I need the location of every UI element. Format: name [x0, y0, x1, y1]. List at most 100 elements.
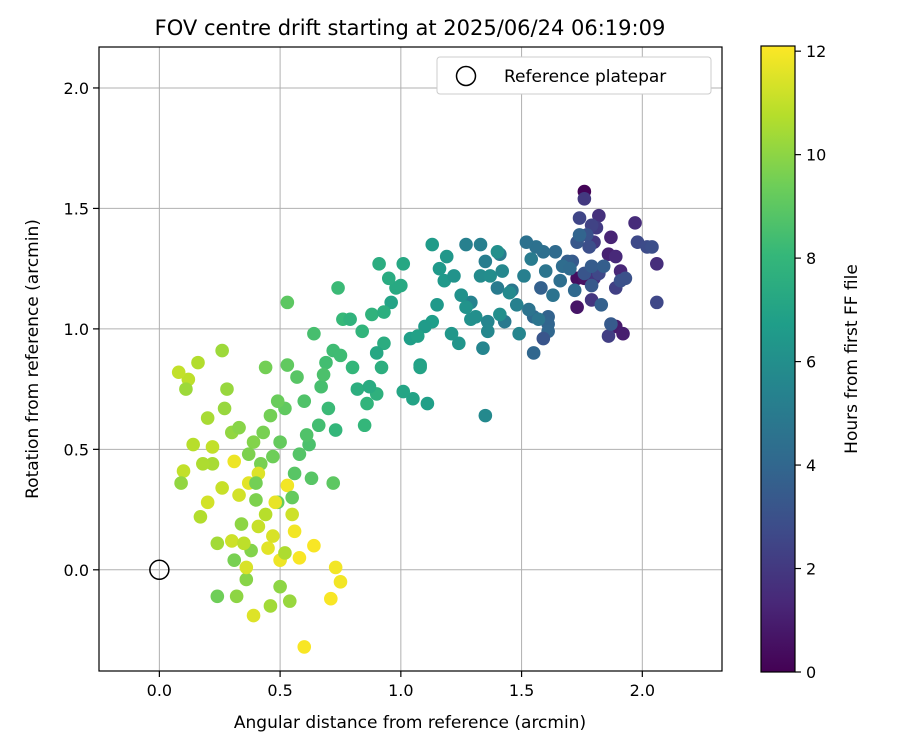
data-point: [174, 476, 188, 490]
data-point: [280, 358, 295, 372]
data-point: [304, 471, 319, 486]
colorbar-tick-label: 8: [806, 249, 816, 268]
y-axis-ticks: 0.0 0.5 1.0 1.5 2.0: [64, 79, 99, 580]
data-point: [480, 324, 495, 339]
data-point: [594, 297, 609, 312]
data-point: [307, 326, 321, 341]
data-point: [241, 447, 256, 461]
data-point: [538, 264, 553, 278]
data-point: [439, 249, 454, 264]
data-point: [246, 608, 261, 623]
reference-platepar-marker: [149, 559, 170, 581]
data-point: [319, 355, 333, 370]
data-point: [553, 273, 568, 288]
data-point: [297, 394, 312, 408]
data-point: [432, 261, 447, 276]
data-point: [493, 307, 507, 322]
data-point: [476, 341, 490, 355]
colorbar-tick-label: 2: [806, 560, 816, 579]
x-tick-label: 2.0: [630, 681, 655, 700]
data-point: [425, 237, 440, 252]
colorbar-label: Hours from first FF file: [842, 264, 862, 454]
data-point: [324, 591, 338, 606]
x-tick-label: 1.5: [509, 681, 534, 700]
data-point: [200, 411, 215, 425]
data-point: [331, 281, 345, 295]
data-point: [251, 519, 266, 534]
data-point: [171, 365, 186, 380]
data-point: [592, 208, 606, 223]
data-point: [374, 360, 389, 375]
data-point: [321, 401, 336, 416]
data-point: [263, 599, 278, 613]
data-point: [266, 449, 280, 464]
data-point: [220, 382, 234, 396]
data-point: [377, 305, 391, 319]
data-point: [261, 541, 275, 555]
y-tick-label: 1.0: [64, 320, 89, 339]
x-tick-label: 0.5: [267, 681, 292, 700]
data-point: [502, 285, 517, 300]
data-point: [517, 269, 531, 283]
data-point: [369, 346, 384, 360]
colorbar-gradient: [760, 45, 796, 673]
y-tick-label: 0.5: [64, 440, 89, 459]
data-point: [381, 271, 396, 286]
colorbar: 0 2 4 6 8 10 12 Hours from first FF file: [760, 42, 862, 682]
data-point: [237, 536, 251, 551]
data-point: [430, 297, 444, 312]
data-point: [299, 428, 314, 442]
data-point: [546, 288, 560, 302]
legend-box: [436, 56, 712, 95]
data-point: [483, 269, 497, 283]
data-point: [584, 278, 599, 293]
data-point: [459, 237, 473, 252]
data-point: [196, 457, 210, 471]
data-point: [215, 481, 229, 495]
data-point: [307, 538, 321, 553]
data-point: [473, 269, 488, 283]
data-point: [210, 589, 225, 604]
data-point: [582, 240, 596, 254]
data-point: [333, 348, 348, 363]
data-point: [215, 343, 229, 358]
data-point: [328, 423, 343, 437]
data-point: [268, 495, 283, 510]
data-point: [645, 240, 659, 254]
plot-area: 0.0 0.5 1.0 1.5 2.0 0.0 0.5 1.0 1.5 2.0: [64, 46, 723, 700]
data-point: [285, 507, 299, 522]
data-point: [234, 517, 249, 531]
colorbar-tick-label: 4: [806, 456, 816, 475]
data-point: [495, 264, 510, 278]
data-point: [570, 300, 584, 315]
data-point: [468, 310, 483, 324]
data-point: [459, 300, 473, 315]
legend-open-circle-icon: [455, 65, 477, 87]
data-point: [524, 252, 539, 266]
data-point: [420, 396, 435, 411]
data-point: [217, 401, 232, 416]
data-point: [232, 420, 246, 435]
colorbar-tick-label: 6: [806, 353, 816, 372]
data-point: [377, 336, 391, 351]
data-point: [628, 216, 642, 230]
data-point: [478, 254, 493, 269]
data-point: [258, 507, 273, 522]
x-axis-ticks: 0.0 0.5 1.0 1.5 2.0: [147, 671, 655, 700]
data-point: [563, 261, 577, 276]
colorbar-tick-label: 10: [806, 146, 826, 165]
data-point: [480, 314, 495, 329]
data-point: [239, 560, 254, 575]
data-point: [278, 546, 292, 560]
data-point: [384, 295, 398, 310]
plot-frame: [98, 46, 723, 672]
data-point: [444, 326, 459, 341]
data-point: [246, 435, 261, 449]
data-point: [225, 534, 239, 548]
data-point: [292, 550, 307, 565]
data-point: [326, 476, 341, 490]
data-point: [372, 257, 386, 271]
data-point: [577, 191, 592, 206]
y-tick-label: 0.0: [64, 561, 89, 580]
